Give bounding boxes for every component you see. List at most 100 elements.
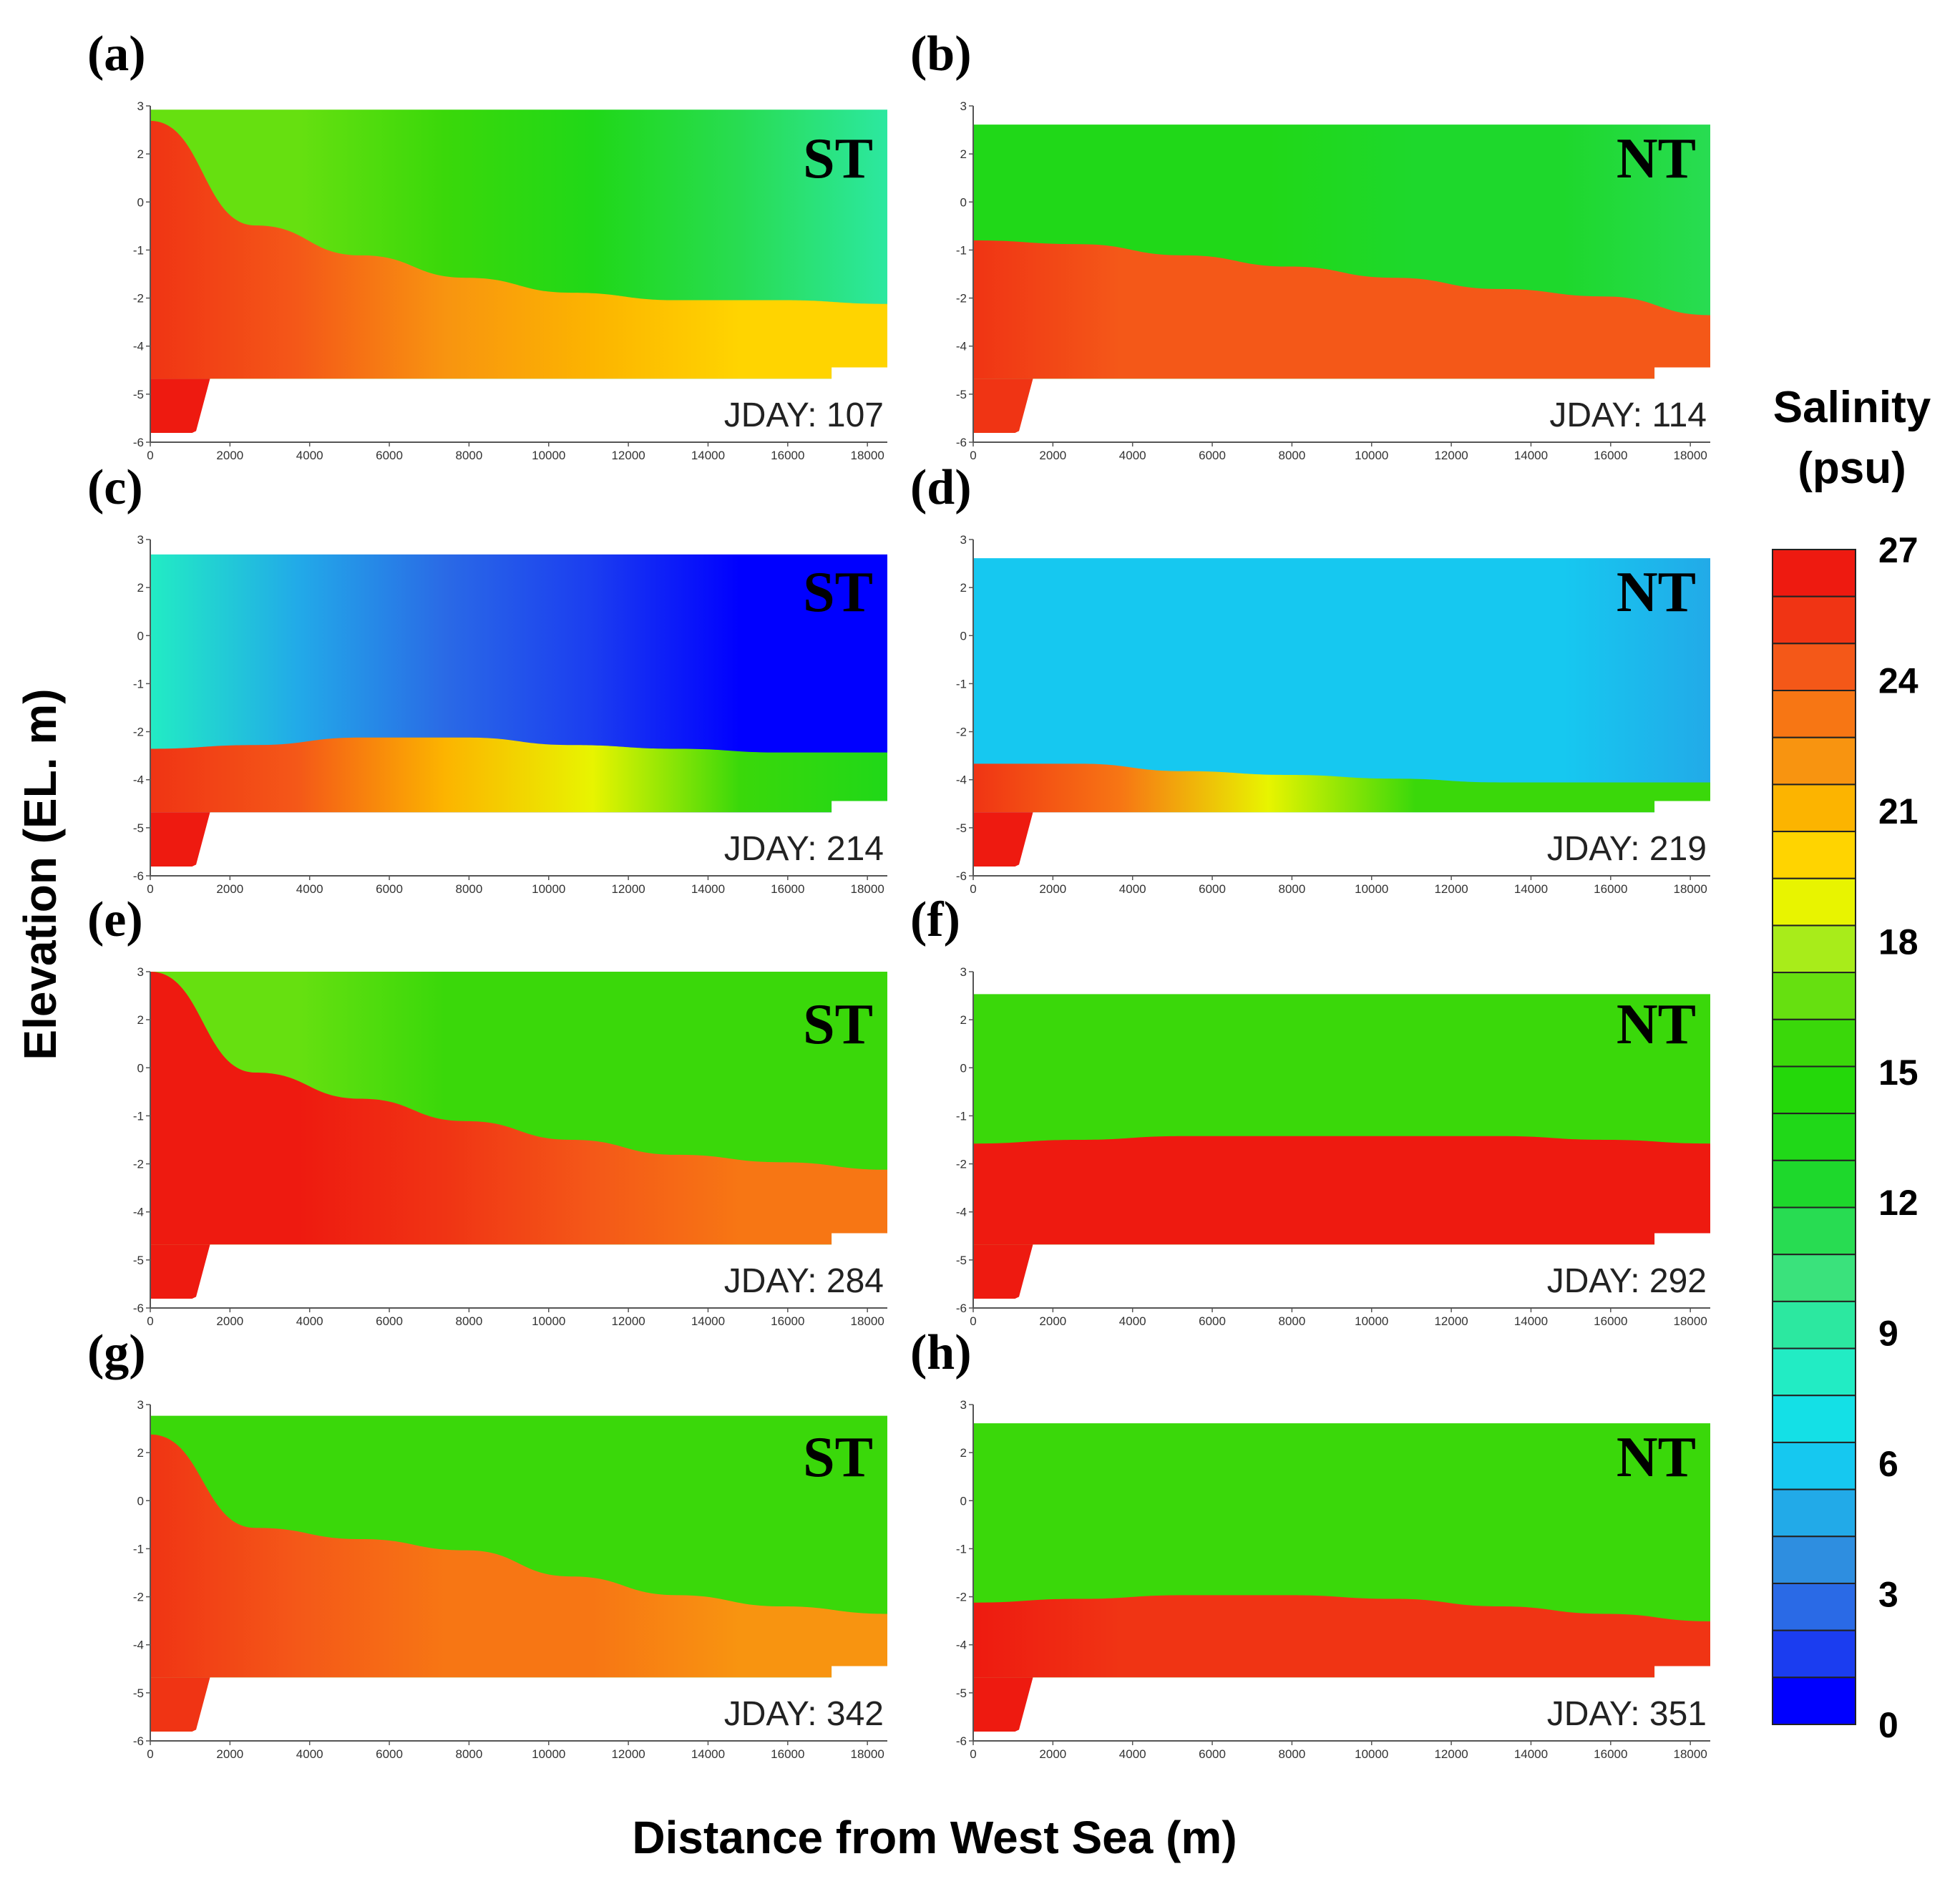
colorbar-box	[1772, 1582, 1856, 1631]
scenario-label: NT	[1617, 993, 1696, 1056]
x-tick-label: 14000	[691, 449, 725, 462]
x-tick-label: 12000	[611, 1747, 645, 1761]
y-tick-label: -5	[956, 1687, 967, 1700]
y-tick-label: -4	[133, 773, 144, 787]
x-tick-label: 4000	[1119, 1314, 1146, 1328]
y-tick-label: 3	[137, 1398, 144, 1412]
colorbar-box	[1772, 1347, 1856, 1397]
x-tick-label: 18000	[851, 1314, 884, 1328]
scenario-label: NT	[1617, 127, 1696, 190]
x-tick-label: 0	[970, 1314, 976, 1328]
y-tick-label: -4	[133, 1639, 144, 1652]
panel-letter: (g)	[87, 1325, 146, 1380]
y-tick-label: -2	[133, 726, 144, 739]
x-tick-label: 6000	[376, 449, 403, 462]
y-tick-label: -2	[133, 1591, 144, 1604]
colorbar-box	[1772, 690, 1856, 738]
x-tick-label: 6000	[1199, 449, 1226, 462]
colorbar-box	[1772, 1254, 1856, 1302]
x-tick-label: 18000	[851, 882, 884, 896]
scenario-label: NT	[1617, 1426, 1696, 1489]
colorbar-box	[1772, 736, 1856, 786]
y-tick-label: 0	[960, 195, 967, 209]
y-tick-label: 3	[960, 99, 967, 113]
colorbar-box	[1772, 1629, 1856, 1679]
x-tick-label: 0	[970, 1747, 976, 1761]
x-tick-label: 18000	[851, 449, 884, 462]
y-tick-label: -1	[133, 1542, 144, 1556]
x-tick-label: 6000	[1199, 1747, 1226, 1761]
x-tick-label: 4000	[1119, 882, 1146, 896]
colorbar-box	[1772, 1488, 1856, 1538]
y-tick-label: -1	[956, 1109, 967, 1123]
colorbar-title-line2: (psu)	[1798, 444, 1906, 493]
x-axis-title: Distance from West Sea (m)	[632, 1812, 1237, 1863]
panel-axes: 320-1-2-4-5-60 2000 4000 6000 8000 10000 12000…	[133, 99, 887, 462]
colorbar-tick-label: 21	[1878, 791, 1918, 831]
colorbar: Salinity (psu) 27 24 21 18 15 12 9 6 3 0	[1772, 383, 1931, 1745]
y-tick-label: -6	[133, 1302, 144, 1315]
x-tick-label: 0	[147, 1314, 153, 1328]
x-tick-label: 8000	[455, 1747, 482, 1761]
y-tick-label: -1	[956, 677, 967, 690]
y-tick-label: 2	[137, 1013, 144, 1027]
y-tick-label: 2	[960, 1013, 967, 1027]
x-tick-label: 8000	[1278, 1747, 1305, 1761]
saline-water-layer	[973, 240, 1710, 379]
saline-water-layer	[150, 1434, 887, 1678]
panel-letter: (d)	[910, 460, 972, 515]
y-tick-label: 0	[960, 1061, 967, 1075]
colorbar-tick-label: 15	[1878, 1053, 1918, 1093]
x-tick-label: 2000	[216, 882, 243, 896]
y-tick-label: -1	[956, 1542, 967, 1556]
x-tick-label: 2000	[1039, 1314, 1066, 1328]
x-tick-label: 14000	[1514, 449, 1548, 462]
saline-water-layer	[150, 120, 887, 379]
x-tick-label: 6000	[376, 1314, 403, 1328]
jday-label: JDAY: 342	[724, 1695, 884, 1733]
y-tick-label: 2	[960, 1446, 967, 1460]
x-tick-label: 6000	[1199, 882, 1226, 896]
x-tick-label: 8000	[455, 449, 482, 462]
x-tick-label: 2000	[216, 449, 243, 462]
colorbar-tick-label: 12	[1878, 1183, 1918, 1223]
panel-b: 320-1-2-4-5-60 2000 4000 6000 8000 10000 12000…	[910, 26, 1710, 462]
colorbar-box	[1772, 1536, 1856, 1584]
y-tick-label: -2	[956, 1591, 967, 1604]
panel-axes: 320-1-2-4-5-60 2000 4000 6000 8000 10000 12000…	[133, 533, 887, 896]
colorbar-box	[1772, 877, 1856, 927]
x-tick-label: 2000	[216, 1747, 243, 1761]
y-tick-label: 3	[137, 965, 144, 979]
x-tick-label: 10000	[532, 882, 565, 896]
jday-label: JDAY: 114	[1549, 396, 1707, 434]
y-tick-label: -4	[956, 1206, 967, 1219]
colorbar-box	[1772, 924, 1856, 974]
jday-label: JDAY: 284	[724, 1262, 884, 1300]
x-tick-label: 16000	[1594, 449, 1627, 462]
panel-letter: (b)	[910, 26, 972, 82]
panel-letter: (a)	[87, 26, 146, 82]
jday-label: JDAY: 219	[1547, 830, 1707, 868]
panels-group: 320-1-2-4-5-60 2000 4000 6000 8000 10000 12000…	[87, 26, 1710, 1761]
y-tick-label: -2	[133, 1158, 144, 1171]
deep-channel	[973, 812, 1033, 867]
panel-e: 320-1-2-4-5-60 2000 4000 6000 8000 10000 12000…	[87, 892, 887, 1328]
x-tick-label: 14000	[691, 882, 725, 896]
y-tick-label: 2	[960, 147, 967, 161]
deep-channel	[973, 1244, 1033, 1299]
x-tick-label: 0	[970, 882, 976, 896]
y-tick-label: 0	[960, 1494, 967, 1508]
y-tick-label: -6	[956, 869, 967, 883]
x-tick-label: 10000	[1355, 449, 1388, 462]
y-tick-label: -5	[956, 821, 967, 835]
y-tick-label: 0	[137, 1061, 144, 1075]
colorbar-tick-label: 24	[1878, 660, 1918, 701]
colorbar-box	[1772, 1676, 1856, 1726]
scenario-label: NT	[1617, 561, 1696, 624]
x-tick-label: 0	[147, 882, 153, 896]
x-tick-label: 4000	[1119, 1747, 1146, 1761]
y-tick-label: -1	[133, 243, 144, 257]
colorbar-tick-label: 0	[1878, 1705, 1898, 1745]
y-axis-title: Elevation (EL. m)	[14, 688, 66, 1060]
x-tick-label: 18000	[1674, 882, 1707, 896]
